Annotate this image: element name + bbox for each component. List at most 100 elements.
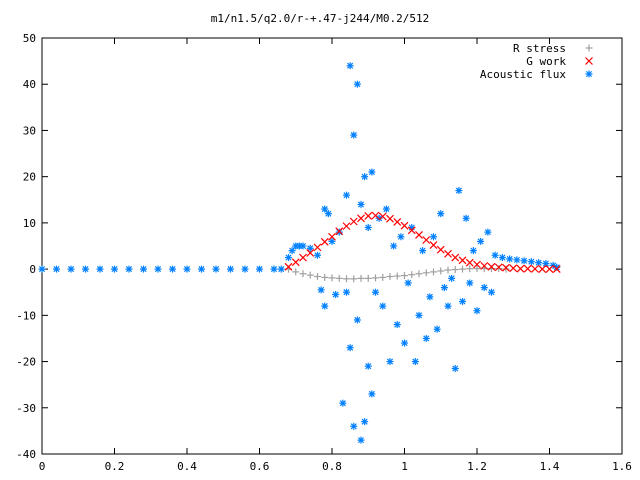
data-point (473, 265, 481, 273)
data-point (328, 274, 336, 282)
data-point (390, 242, 398, 250)
data-point (509, 264, 518, 273)
plot-frame (41, 37, 623, 455)
data-point (314, 273, 321, 281)
data-point (513, 256, 521, 264)
data-point (480, 284, 488, 292)
data-point (361, 173, 369, 181)
data-point (436, 245, 445, 254)
data-point (455, 187, 463, 195)
data-point (299, 253, 307, 262)
data-point (284, 262, 293, 271)
data-point (401, 272, 408, 280)
data-point (346, 62, 354, 70)
data-point (361, 418, 369, 426)
x-tick-label: 0 (39, 460, 46, 473)
data-point (82, 265, 89, 273)
data-point (256, 265, 263, 273)
data-point (378, 212, 387, 221)
data-point (415, 270, 423, 278)
data-point (433, 325, 441, 333)
data-point (469, 247, 477, 255)
data-point (306, 249, 315, 257)
y-tick-label: 10 (23, 217, 36, 230)
data-point (350, 275, 358, 283)
data-point (227, 265, 234, 273)
data-point (291, 258, 300, 267)
data-point (498, 254, 506, 262)
data-point (393, 272, 401, 280)
data-point (502, 263, 510, 272)
data-point (364, 224, 372, 232)
data-point (542, 260, 550, 268)
data-point (419, 247, 427, 255)
y-tick-label: 40 (23, 78, 36, 91)
data-point (368, 168, 376, 176)
y-tick-label: 30 (23, 124, 36, 137)
data-point (411, 358, 419, 366)
data-point (38, 265, 46, 273)
series-0 (285, 265, 510, 283)
data-point (459, 297, 466, 305)
data-point (368, 390, 376, 398)
data-point (299, 242, 307, 250)
data-point (111, 265, 118, 273)
data-point (448, 274, 456, 282)
data-point (458, 256, 467, 265)
data-point (299, 270, 307, 278)
data-point (321, 273, 329, 281)
data-point (545, 265, 554, 274)
data-point (407, 226, 416, 235)
axis-ticks: 0 0.2 0.4 0.6 0.8 1 1.2 1.4 1.6 -40 -30 -20 -10 0 10 20… (16, 32, 632, 473)
data-point (415, 230, 423, 239)
legend-label: Acoustic flux (480, 68, 566, 81)
data-marks (38, 62, 561, 444)
data-point (552, 265, 561, 274)
data-point (306, 244, 314, 252)
data-point (343, 288, 350, 296)
data-point (484, 228, 492, 236)
data-point (488, 288, 495, 296)
data-point (357, 274, 365, 282)
data-point (353, 316, 361, 324)
data-point (480, 261, 489, 270)
data-point (415, 311, 423, 319)
data-point (292, 268, 300, 276)
data-point (429, 241, 438, 249)
x-tick-label: 0.4 (177, 460, 197, 473)
data-point (364, 274, 372, 282)
data-point (422, 236, 431, 244)
data-point (346, 344, 354, 352)
data-point (125, 265, 133, 273)
data-point (473, 307, 481, 315)
data-point (523, 264, 532, 273)
data-point (364, 212, 373, 220)
data-point (277, 265, 285, 273)
x-tick-label: 0.2 (105, 460, 125, 473)
data-point (349, 217, 358, 226)
x-tick-label: 1 (401, 460, 408, 473)
data-point (520, 257, 528, 265)
data-point (451, 253, 460, 262)
data-point (444, 302, 452, 310)
data-point (198, 265, 205, 273)
data-point (357, 200, 365, 208)
data-point (393, 321, 401, 329)
data-point (379, 273, 387, 281)
data-point (324, 210, 332, 218)
y-tick-label: -30 (16, 402, 36, 415)
data-point (531, 264, 539, 273)
data-point (140, 265, 147, 273)
data-point (335, 227, 344, 236)
data-point (379, 302, 387, 310)
data-point (335, 228, 343, 236)
data-point (426, 293, 434, 301)
data-point (437, 267, 445, 275)
data-point (451, 266, 459, 274)
data-point (382, 205, 390, 213)
data-point (332, 291, 340, 299)
data-point (430, 233, 437, 241)
data-point (350, 422, 358, 430)
data-point (473, 260, 481, 269)
